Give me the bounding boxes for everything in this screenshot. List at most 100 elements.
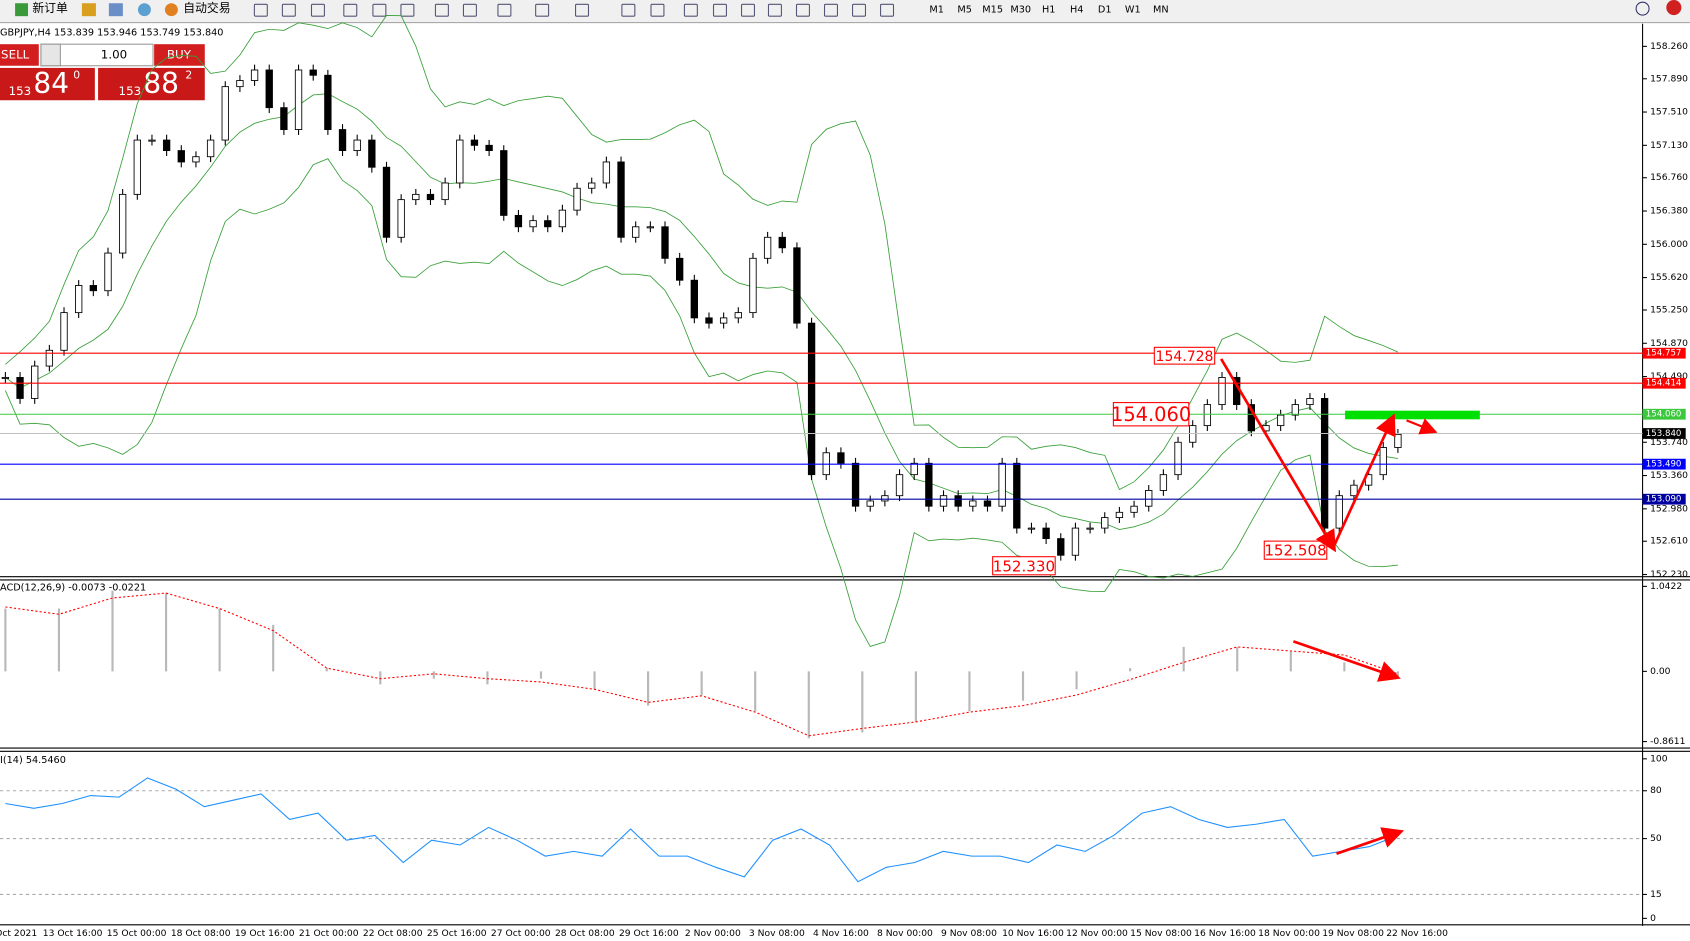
macd-bar: [1236, 646, 1239, 672]
date-label: 10 Nov 16:00: [1002, 928, 1064, 939]
date-label: 18 Oct 08:00: [171, 928, 231, 939]
candle: [16, 377, 24, 399]
buy-label: BUY: [167, 47, 192, 61]
toolbar-icon[interactable]: [740, 3, 756, 17]
trend-arrow: [1336, 827, 1405, 855]
timeframe-button[interactable]: W1: [1125, 5, 1141, 16]
candle: [1379, 447, 1387, 476]
candle: [719, 317, 728, 324]
notification-icon[interactable]: [1666, 0, 1682, 16]
lot-value: 1.00: [101, 47, 127, 61]
toolbar-icon[interactable]: [108, 3, 123, 17]
buy-button[interactable]: [154, 44, 205, 66]
candle: [250, 69, 259, 81]
trend-arrow: [1219, 358, 1336, 553]
macd-bar: [1021, 671, 1025, 701]
price-level-tag: [1642, 408, 1686, 420]
price-level-label: 154.060: [1646, 410, 1682, 420]
candle: [969, 500, 977, 507]
price-tick-label: 155.620: [1650, 272, 1688, 283]
toolbar-icon[interactable]: [434, 3, 449, 17]
timeframe-button[interactable]: MN: [1153, 5, 1169, 16]
timeframe-button[interactable]: M1: [929, 5, 944, 16]
toolbar-icon[interactable]: [683, 3, 698, 17]
date-label: 8 Nov 00:00: [877, 928, 933, 939]
candle: [661, 226, 669, 259]
search-icon[interactable]: [1635, 1, 1650, 16]
ask-price-box[interactable]: [98, 67, 205, 101]
macd-label: ACD(12,26,9) -0.0073 -0.0221: [0, 582, 146, 593]
bollinger-band: [5, 93, 1398, 530]
toolbar-icon[interactable]: [253, 3, 268, 17]
price-level-tag: [1642, 347, 1686, 359]
price-tick-label: 153.360: [1650, 470, 1688, 481]
bid-big: 153: [9, 84, 32, 98]
bid-price-box[interactable]: [0, 67, 95, 101]
candle: [529, 220, 537, 228]
toolbar-icon[interactable]: [400, 3, 415, 17]
price-tick-label: 152.610: [1650, 536, 1688, 547]
price-level-tag: [1642, 377, 1686, 389]
toolbar-icon[interactable]: [795, 3, 810, 17]
price-tick-label: 157.890: [1650, 73, 1688, 84]
toolbar-icon[interactable]: [852, 3, 867, 17]
toolbar-icon[interactable]: [310, 3, 325, 17]
sell-button[interactable]: [0, 44, 39, 66]
candle: [1042, 527, 1050, 540]
toolbar-icon[interactable]: [535, 3, 550, 17]
macd-bar: [272, 624, 275, 672]
candle: [353, 139, 361, 152]
timeframe-button[interactable]: M15: [982, 5, 1003, 16]
toolbar-icon[interactable]: [575, 3, 590, 17]
candle: [588, 182, 596, 189]
candle: [470, 139, 479, 146]
candle: [851, 462, 860, 507]
auto-trading-icon[interactable]: [164, 3, 178, 17]
toolbar-icon[interactable]: [650, 3, 665, 17]
date-label: 19 Oct 16:00: [235, 928, 295, 939]
candle: [558, 209, 567, 228]
candle: [265, 69, 273, 109]
annotation-label: 154.728: [1156, 349, 1214, 365]
toolbar-icon[interactable]: [372, 3, 387, 17]
bid-small: 0: [73, 68, 80, 81]
date-label: 21 Oct 00:00: [299, 928, 359, 939]
toolbar-icon[interactable]: [880, 3, 895, 17]
macd-bar: [539, 671, 543, 679]
toolbar-icon[interactable]: [767, 3, 782, 17]
toolbar-icon[interactable]: [497, 3, 512, 17]
candle: [573, 187, 581, 211]
auto-trading-button[interactable]: 自动交易: [183, 1, 230, 15]
timeframe-button[interactable]: M30: [1010, 5, 1031, 16]
toolbar-icon[interactable]: [621, 3, 636, 17]
price-level-label: 153.840: [1646, 429, 1682, 439]
ask-main: 88: [143, 67, 179, 100]
timeframe-button[interactable]: M5: [957, 5, 972, 16]
sell-label: SELL: [1, 47, 30, 61]
rsi-line: [5, 777, 1399, 883]
macd-bar: [111, 590, 114, 672]
toolbar-icon[interactable]: [281, 3, 296, 17]
price-tick-label: 156.380: [1650, 206, 1688, 217]
lot-dropdown[interactable]: [40, 43, 61, 67]
new-order-button[interactable]: 新订单: [32, 1, 68, 15]
price-tick-label: 153.740: [1650, 437, 1688, 448]
candle: [1057, 538, 1065, 556]
candle: [1071, 527, 1080, 556]
timeframe-button[interactable]: H1: [1042, 5, 1055, 16]
toolbar-icon[interactable]: [823, 3, 838, 17]
timeframe-button[interactable]: H4: [1070, 5, 1083, 16]
toolbar-icon[interactable]: [712, 3, 727, 17]
new-order-icon[interactable]: [15, 3, 29, 17]
toolbar-icon[interactable]: [462, 3, 477, 17]
candle: [1159, 474, 1168, 491]
candle: [294, 69, 303, 130]
macd-bar: [379, 671, 382, 685]
candle: [617, 161, 625, 238]
timeframe-button[interactable]: D1: [1098, 5, 1112, 16]
toolbar-icon[interactable]: [81, 3, 96, 17]
candle: [382, 166, 391, 238]
toolbar-icon[interactable]: [343, 3, 358, 17]
toolbar-icon[interactable]: [137, 3, 151, 17]
macd-bar: [1129, 668, 1132, 672]
